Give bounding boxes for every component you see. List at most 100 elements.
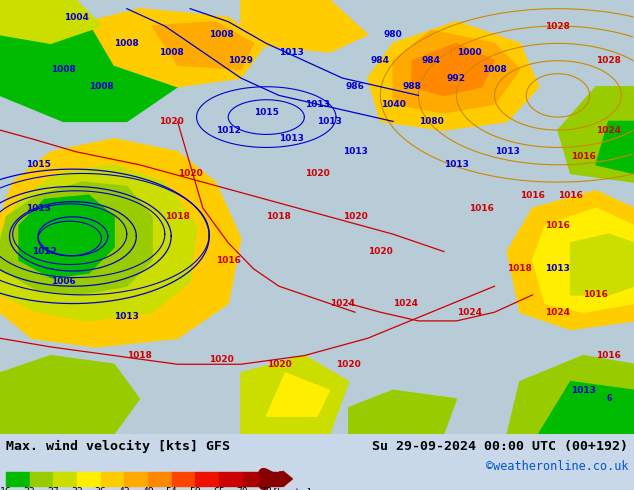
Text: 1008: 1008: [482, 65, 507, 74]
Text: 984: 984: [371, 56, 390, 65]
Text: 1020: 1020: [209, 355, 235, 365]
Text: 16: 16: [0, 487, 12, 490]
Text: 1016: 1016: [558, 191, 583, 199]
Text: 1040: 1040: [380, 99, 406, 109]
Text: 65: 65: [213, 487, 225, 490]
Text: Max. wind velocity [kts] GFS: Max. wind velocity [kts] GFS: [6, 440, 230, 453]
Bar: [148, 472, 172, 486]
Polygon shape: [0, 0, 101, 44]
Polygon shape: [0, 182, 152, 295]
Text: 1020: 1020: [368, 247, 393, 256]
Text: 1016: 1016: [520, 191, 545, 199]
Text: 1004: 1004: [63, 13, 89, 22]
Polygon shape: [0, 356, 139, 434]
Text: 1013: 1013: [495, 147, 520, 156]
Text: 980: 980: [384, 30, 403, 39]
Bar: [124, 472, 148, 486]
Text: 1013: 1013: [304, 99, 330, 109]
Text: 992: 992: [447, 74, 466, 82]
Text: 27: 27: [48, 487, 59, 490]
Text: 6: 6: [606, 394, 611, 403]
Text: 1008: 1008: [89, 82, 114, 91]
Text: 1013: 1013: [114, 312, 139, 321]
Text: 36: 36: [95, 487, 107, 490]
Polygon shape: [19, 195, 114, 277]
Text: 1024: 1024: [393, 299, 418, 308]
Polygon shape: [533, 208, 634, 312]
Text: 1012: 1012: [216, 125, 241, 135]
Text: 1008: 1008: [51, 65, 76, 74]
Bar: [101, 472, 124, 486]
Text: 70: 70: [236, 487, 249, 490]
Text: 986: 986: [346, 82, 365, 91]
Text: 1013: 1013: [317, 117, 342, 126]
Text: 1024: 1024: [545, 308, 571, 317]
Polygon shape: [368, 22, 539, 130]
Text: 1016: 1016: [583, 291, 609, 299]
Text: 22: 22: [24, 487, 36, 490]
Text: [knots]: [knots]: [271, 487, 313, 490]
Text: 984: 984: [422, 56, 441, 65]
Text: 1016: 1016: [216, 256, 241, 265]
Text: 1015: 1015: [25, 160, 51, 169]
Text: 43: 43: [119, 487, 130, 490]
Text: 1080: 1080: [418, 117, 444, 126]
Text: 1012: 1012: [32, 247, 57, 256]
Text: 1013: 1013: [571, 386, 596, 395]
Text: 1018: 1018: [507, 265, 533, 273]
Text: 1029: 1029: [228, 56, 254, 65]
Polygon shape: [89, 9, 266, 87]
Text: 1008: 1008: [158, 48, 184, 56]
Text: Su 29-09-2024 00:00 UTC (00+192): Su 29-09-2024 00:00 UTC (00+192): [372, 440, 628, 453]
Polygon shape: [412, 44, 495, 96]
Text: 1008: 1008: [209, 30, 235, 39]
Text: 1013: 1013: [545, 265, 571, 273]
Bar: [77, 472, 101, 486]
Text: 1016: 1016: [469, 204, 495, 213]
Bar: [30, 472, 53, 486]
Text: 1013: 1013: [279, 134, 304, 143]
Text: 1020: 1020: [158, 117, 184, 126]
Polygon shape: [539, 382, 634, 434]
Text: 32: 32: [71, 487, 83, 490]
Polygon shape: [507, 191, 634, 330]
Polygon shape: [266, 373, 330, 416]
Bar: [6, 472, 30, 486]
Text: 988: 988: [403, 82, 422, 91]
Text: 1018: 1018: [165, 212, 190, 221]
Text: 1016: 1016: [571, 151, 596, 161]
Text: 49: 49: [142, 487, 154, 490]
Bar: [266, 472, 280, 486]
Polygon shape: [152, 22, 254, 70]
Text: 1020: 1020: [178, 169, 203, 178]
Polygon shape: [0, 165, 197, 321]
Text: 1024: 1024: [330, 299, 355, 308]
Polygon shape: [571, 234, 634, 295]
Bar: [195, 472, 219, 486]
Bar: [243, 472, 266, 486]
Text: 1020: 1020: [304, 169, 330, 178]
Bar: [219, 472, 243, 486]
Text: 1028: 1028: [596, 56, 621, 65]
Text: 78: 78: [261, 487, 272, 490]
Text: 1008: 1008: [114, 39, 139, 48]
Text: 1013: 1013: [25, 204, 51, 213]
Polygon shape: [558, 87, 634, 182]
Text: 1028: 1028: [545, 22, 571, 30]
Text: 59: 59: [190, 487, 201, 490]
Text: 1018: 1018: [127, 351, 152, 360]
Polygon shape: [596, 122, 634, 173]
Polygon shape: [0, 139, 241, 347]
Text: 1016: 1016: [596, 351, 621, 360]
Text: 1015: 1015: [254, 108, 279, 117]
Text: 1013: 1013: [279, 48, 304, 56]
Text: ©weatheronline.co.uk: ©weatheronline.co.uk: [486, 460, 628, 473]
Text: 1016: 1016: [545, 221, 571, 230]
Polygon shape: [241, 0, 368, 52]
Text: 1013: 1013: [342, 147, 368, 156]
Text: 1000: 1000: [457, 48, 481, 56]
Polygon shape: [241, 356, 349, 434]
Text: 1020: 1020: [266, 360, 292, 369]
Bar: [172, 472, 195, 486]
Bar: [53, 472, 77, 486]
